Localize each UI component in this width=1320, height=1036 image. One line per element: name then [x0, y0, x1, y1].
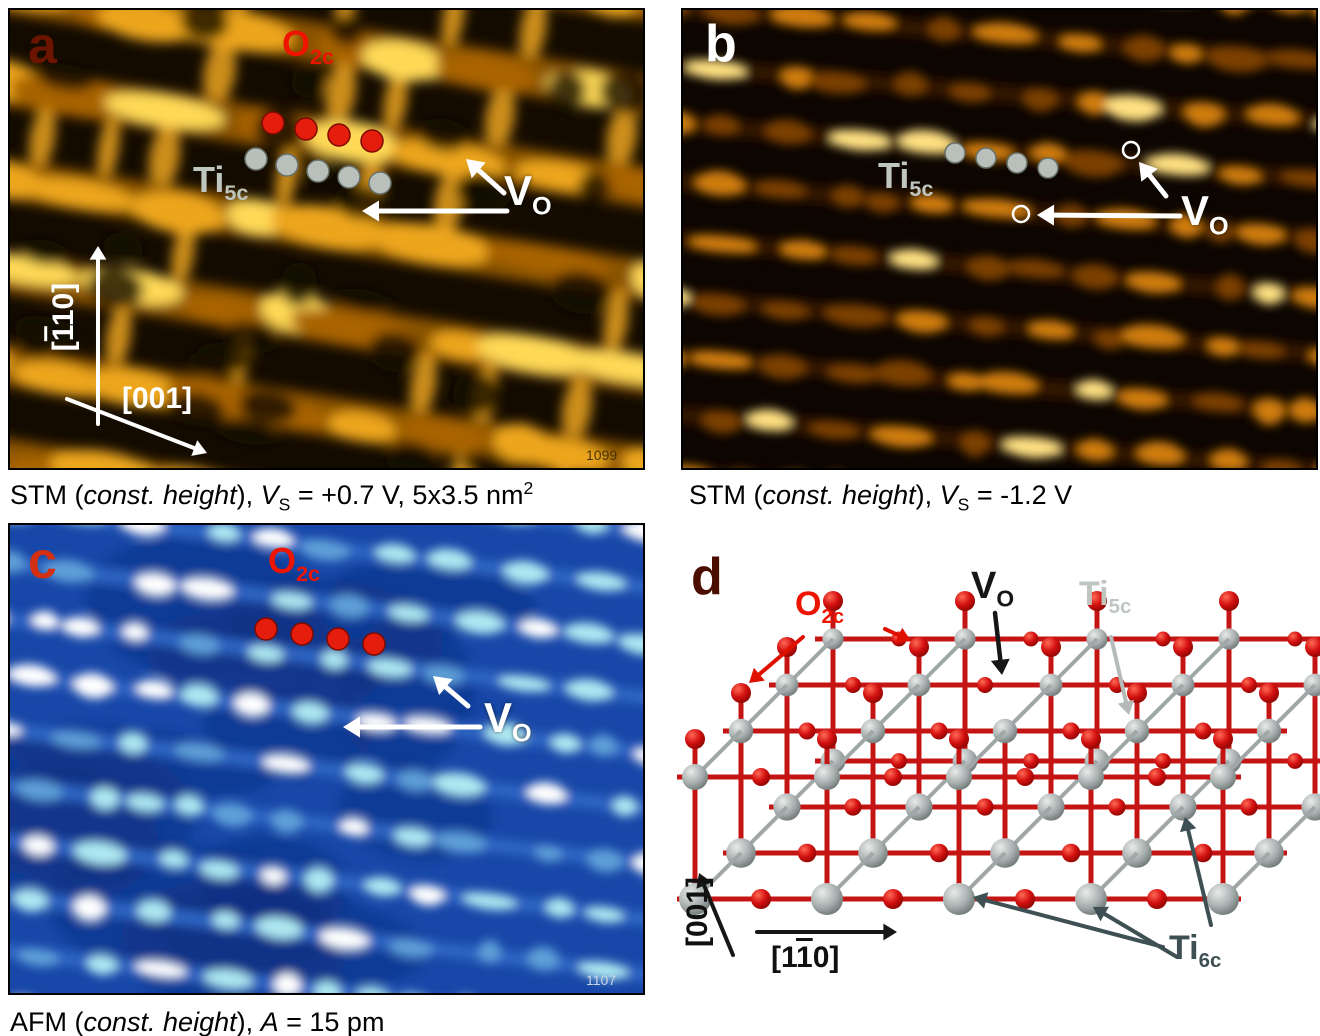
ti5c-label-b: Ti5c	[878, 158, 933, 200]
panel-d-letter: d	[691, 548, 723, 606]
axis-label-1-10-d: [110]	[771, 941, 840, 974]
afm-image-c: c O2c VO 1107	[8, 523, 645, 995]
panel-b-letter: b	[705, 15, 737, 73]
panel-d: d O2c VO Ti5c Ti6c [001] [110]	[655, 525, 1320, 1030]
panel-a: a O2c Ti5c VO [110] [001] 1099 STM (cons…	[8, 8, 645, 514]
vo-label-d-sub: O	[996, 585, 1015, 612]
o2c-label-a-main: O	[282, 23, 311, 64]
caption-a-sup: 2	[523, 478, 534, 498]
panel-a-letter: a	[28, 17, 57, 75]
panel-c: c O2c VO 1107 AFM (const. height), A = 1…	[8, 523, 645, 1036]
stm-texture-a	[10, 10, 643, 468]
caption-b-mode: const. height	[762, 480, 916, 510]
afm-texture-c	[10, 525, 643, 993]
o2c-label-d-main: O	[795, 585, 822, 623]
caption-c-var: A	[260, 1007, 279, 1036]
ti5c-label-d: Ti5c	[1079, 577, 1131, 617]
caption-a-sep: ),	[236, 480, 261, 510]
caption-a-prefix: STM (	[10, 480, 84, 510]
vo-label-d: VO	[971, 567, 1014, 610]
ti5c-label-b-main: Ti	[878, 155, 910, 196]
caption-c-rest: = 15 pm	[278, 1007, 385, 1036]
caption-b: STM (const. height), VS = -1.2 V	[689, 478, 1072, 515]
caption-a-rest: = +0.7 V, 5x3.5 nm	[290, 480, 524, 510]
o2c-label-c: O2c	[268, 543, 320, 585]
ti6c-label-d-main: Ti	[1169, 929, 1199, 967]
vo-label-a-sub: O	[532, 192, 552, 221]
caption-b-sep: ),	[915, 480, 940, 510]
caption-c-prefix: AFM (	[10, 1007, 84, 1036]
caption-a-var: V	[260, 480, 279, 510]
vo-label-c: VO	[484, 697, 532, 747]
stm-image-a: a O2c Ti5c VO [110] [001] 1099	[8, 8, 645, 470]
o2c-label-c-main: O	[268, 540, 297, 581]
caption-c-sep: ),	[236, 1007, 261, 1036]
vo-label-b: VO	[1181, 190, 1229, 240]
stm-image-b: b Ti5c VO	[681, 8, 1318, 470]
stm-texture-b	[683, 10, 1316, 468]
vo-label-c-main: V	[484, 694, 513, 741]
scan-id-a: 1099	[586, 447, 618, 463]
caption-b-var: V	[939, 480, 958, 510]
ti5c-label-d-main: Ti	[1079, 575, 1109, 613]
caption-b-rest: = -1.2 V	[969, 480, 1073, 510]
scan-id-c: 1107	[586, 972, 617, 988]
panel-b: b Ti5c VO STM (const. height), VS = -1.2…	[681, 8, 1318, 514]
o2c-label-d: O2c	[795, 587, 844, 627]
vo-label-c-sub: O	[512, 719, 532, 748]
vo-label-a: VO	[504, 170, 552, 220]
ti5c-label-d-sub: 5c	[1108, 595, 1132, 618]
vo-label-b-main: V	[1181, 187, 1210, 234]
caption-b-prefix: STM (	[689, 480, 763, 510]
caption-c-mode: const. height	[83, 1007, 237, 1036]
axis-label-001-d: [001]	[681, 876, 715, 948]
caption-b-var-sub: S	[957, 494, 970, 515]
caption-a-var-sub: S	[278, 494, 291, 515]
vo-label-a-main: V	[504, 167, 533, 214]
ti6c-label-d-sub: 6c	[1198, 949, 1222, 972]
vo-label-d-main: V	[971, 565, 997, 607]
caption-c: AFM (const. height), A = 15 pm	[10, 1005, 384, 1036]
ti5c-label-a-main: Ti	[193, 159, 225, 200]
ti5c-label-b-sub: 5c	[909, 176, 934, 202]
ti5c-label-a: Ti5c	[193, 162, 248, 204]
panel-c-letter: c	[28, 532, 57, 590]
o2c-label-c-sub: 2c	[296, 561, 321, 587]
ti5c-label-a-sub: 5c	[224, 180, 249, 206]
caption-a-mode: const. height	[83, 480, 237, 510]
ti6c-label-d: Ti6c	[1169, 931, 1221, 971]
axis-label-1-10-a: [110]	[47, 282, 81, 352]
ball-stick-model: d O2c VO Ti5c Ti6c [001] [110]	[655, 525, 1320, 1030]
axis-label-001-a: [001]	[122, 382, 193, 415]
caption-a: STM (const. height), VS = +0.7 V, 5x3.5 …	[10, 478, 533, 515]
vo-label-b-sub: O	[1209, 212, 1229, 241]
o2c-label-d-sub: 2c	[821, 605, 845, 628]
overbar-digit-d: 1	[796, 941, 813, 974]
o2c-label-a: O2c	[282, 26, 334, 68]
overbar-digit: 1	[47, 326, 81, 342]
o2c-label-a-sub: 2c	[310, 44, 335, 70]
